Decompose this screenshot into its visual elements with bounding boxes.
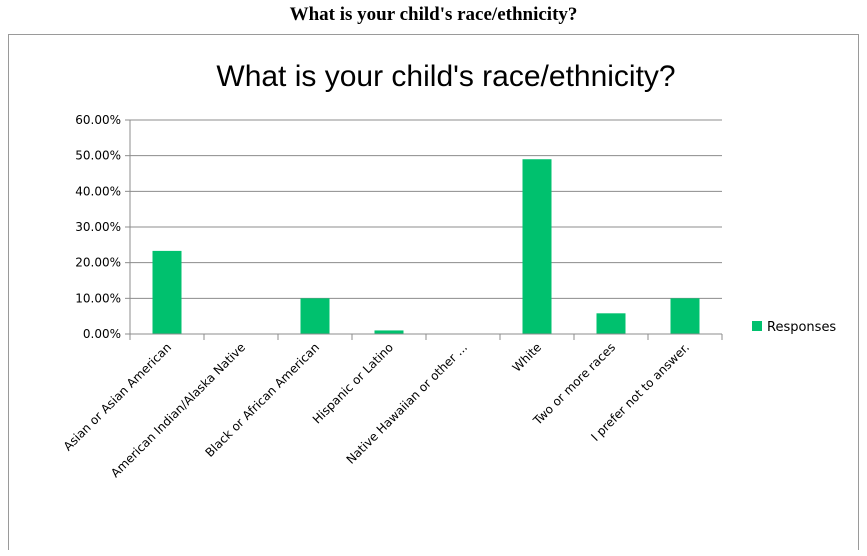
y-tick-label: 0.00% xyxy=(83,327,121,341)
legend-swatch xyxy=(752,321,762,331)
bar xyxy=(522,159,552,334)
bars xyxy=(152,159,700,334)
bar xyxy=(374,330,404,334)
page-heading: What is your child's race/ethnicity? xyxy=(289,4,578,25)
bar xyxy=(152,250,182,334)
y-axis: 0.00% 10.00% 20.00% 30.00% 40.00% 50.00% 60.00… xyxy=(75,113,131,341)
y-tick-label: 40.00% xyxy=(75,184,121,198)
x-tick-label: Hispanic or Latino xyxy=(310,340,396,426)
x-tick-label: White xyxy=(510,340,545,375)
bar xyxy=(670,298,700,334)
y-tick-label: 10.00% xyxy=(75,291,121,305)
chart-title: What is your child's race/ethnicity? xyxy=(216,60,675,93)
y-tick-label: 20.00% xyxy=(75,256,121,270)
x-tick-label: Native Hawaiian or other ... xyxy=(344,340,471,467)
y-tick-label: 60.00% xyxy=(75,113,121,127)
y-tick-label: 30.00% xyxy=(75,220,121,234)
x-tick-label: American Indian/Alaska Native xyxy=(108,340,248,480)
gridlines xyxy=(130,119,722,299)
legend-label: Responses xyxy=(767,320,836,335)
bar xyxy=(300,298,330,334)
bar xyxy=(596,313,626,334)
y-tick-label: 50.00% xyxy=(75,149,121,163)
x-tick-label: Two or more races xyxy=(530,340,618,428)
legend: Responses xyxy=(752,320,836,335)
